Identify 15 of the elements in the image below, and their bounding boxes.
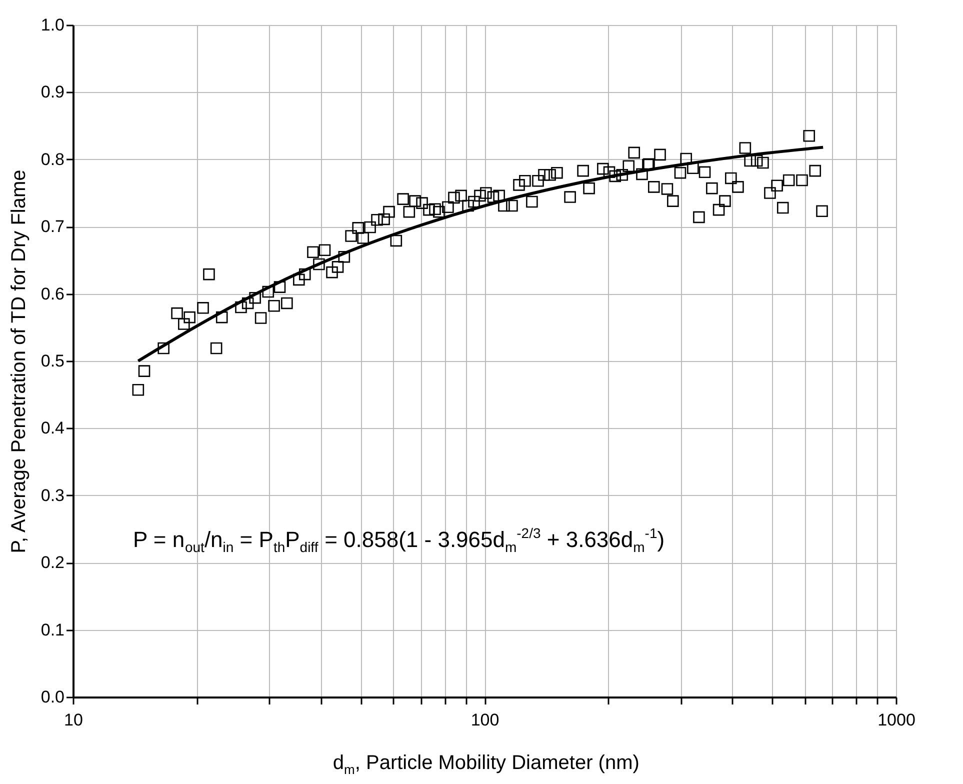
y-tick-label: 0.9 [40, 82, 64, 102]
y-tick-label: 1.0 [40, 16, 64, 34]
y-tick-label: 0.0 [40, 688, 64, 706]
y-tick-label: 0.5 [40, 352, 64, 370]
y-tick-label: 0.2 [40, 553, 64, 572]
x-tick-label: 1000 [878, 710, 916, 730]
y-axis-title: P, Average Penetration of TD for Dry Flame [8, 170, 30, 554]
y-tick-label: 0.6 [40, 284, 64, 304]
y-tick-label: 0.4 [40, 418, 64, 438]
y-tick-label: 0.7 [40, 217, 64, 236]
y-tick-label: 0.3 [40, 486, 64, 505]
x-tick-label: 100 [470, 710, 500, 730]
y-tick-label: 0.8 [40, 150, 64, 169]
y-tick-label: 0.1 [40, 620, 64, 640]
x-tick-label: 10 [64, 710, 83, 730]
